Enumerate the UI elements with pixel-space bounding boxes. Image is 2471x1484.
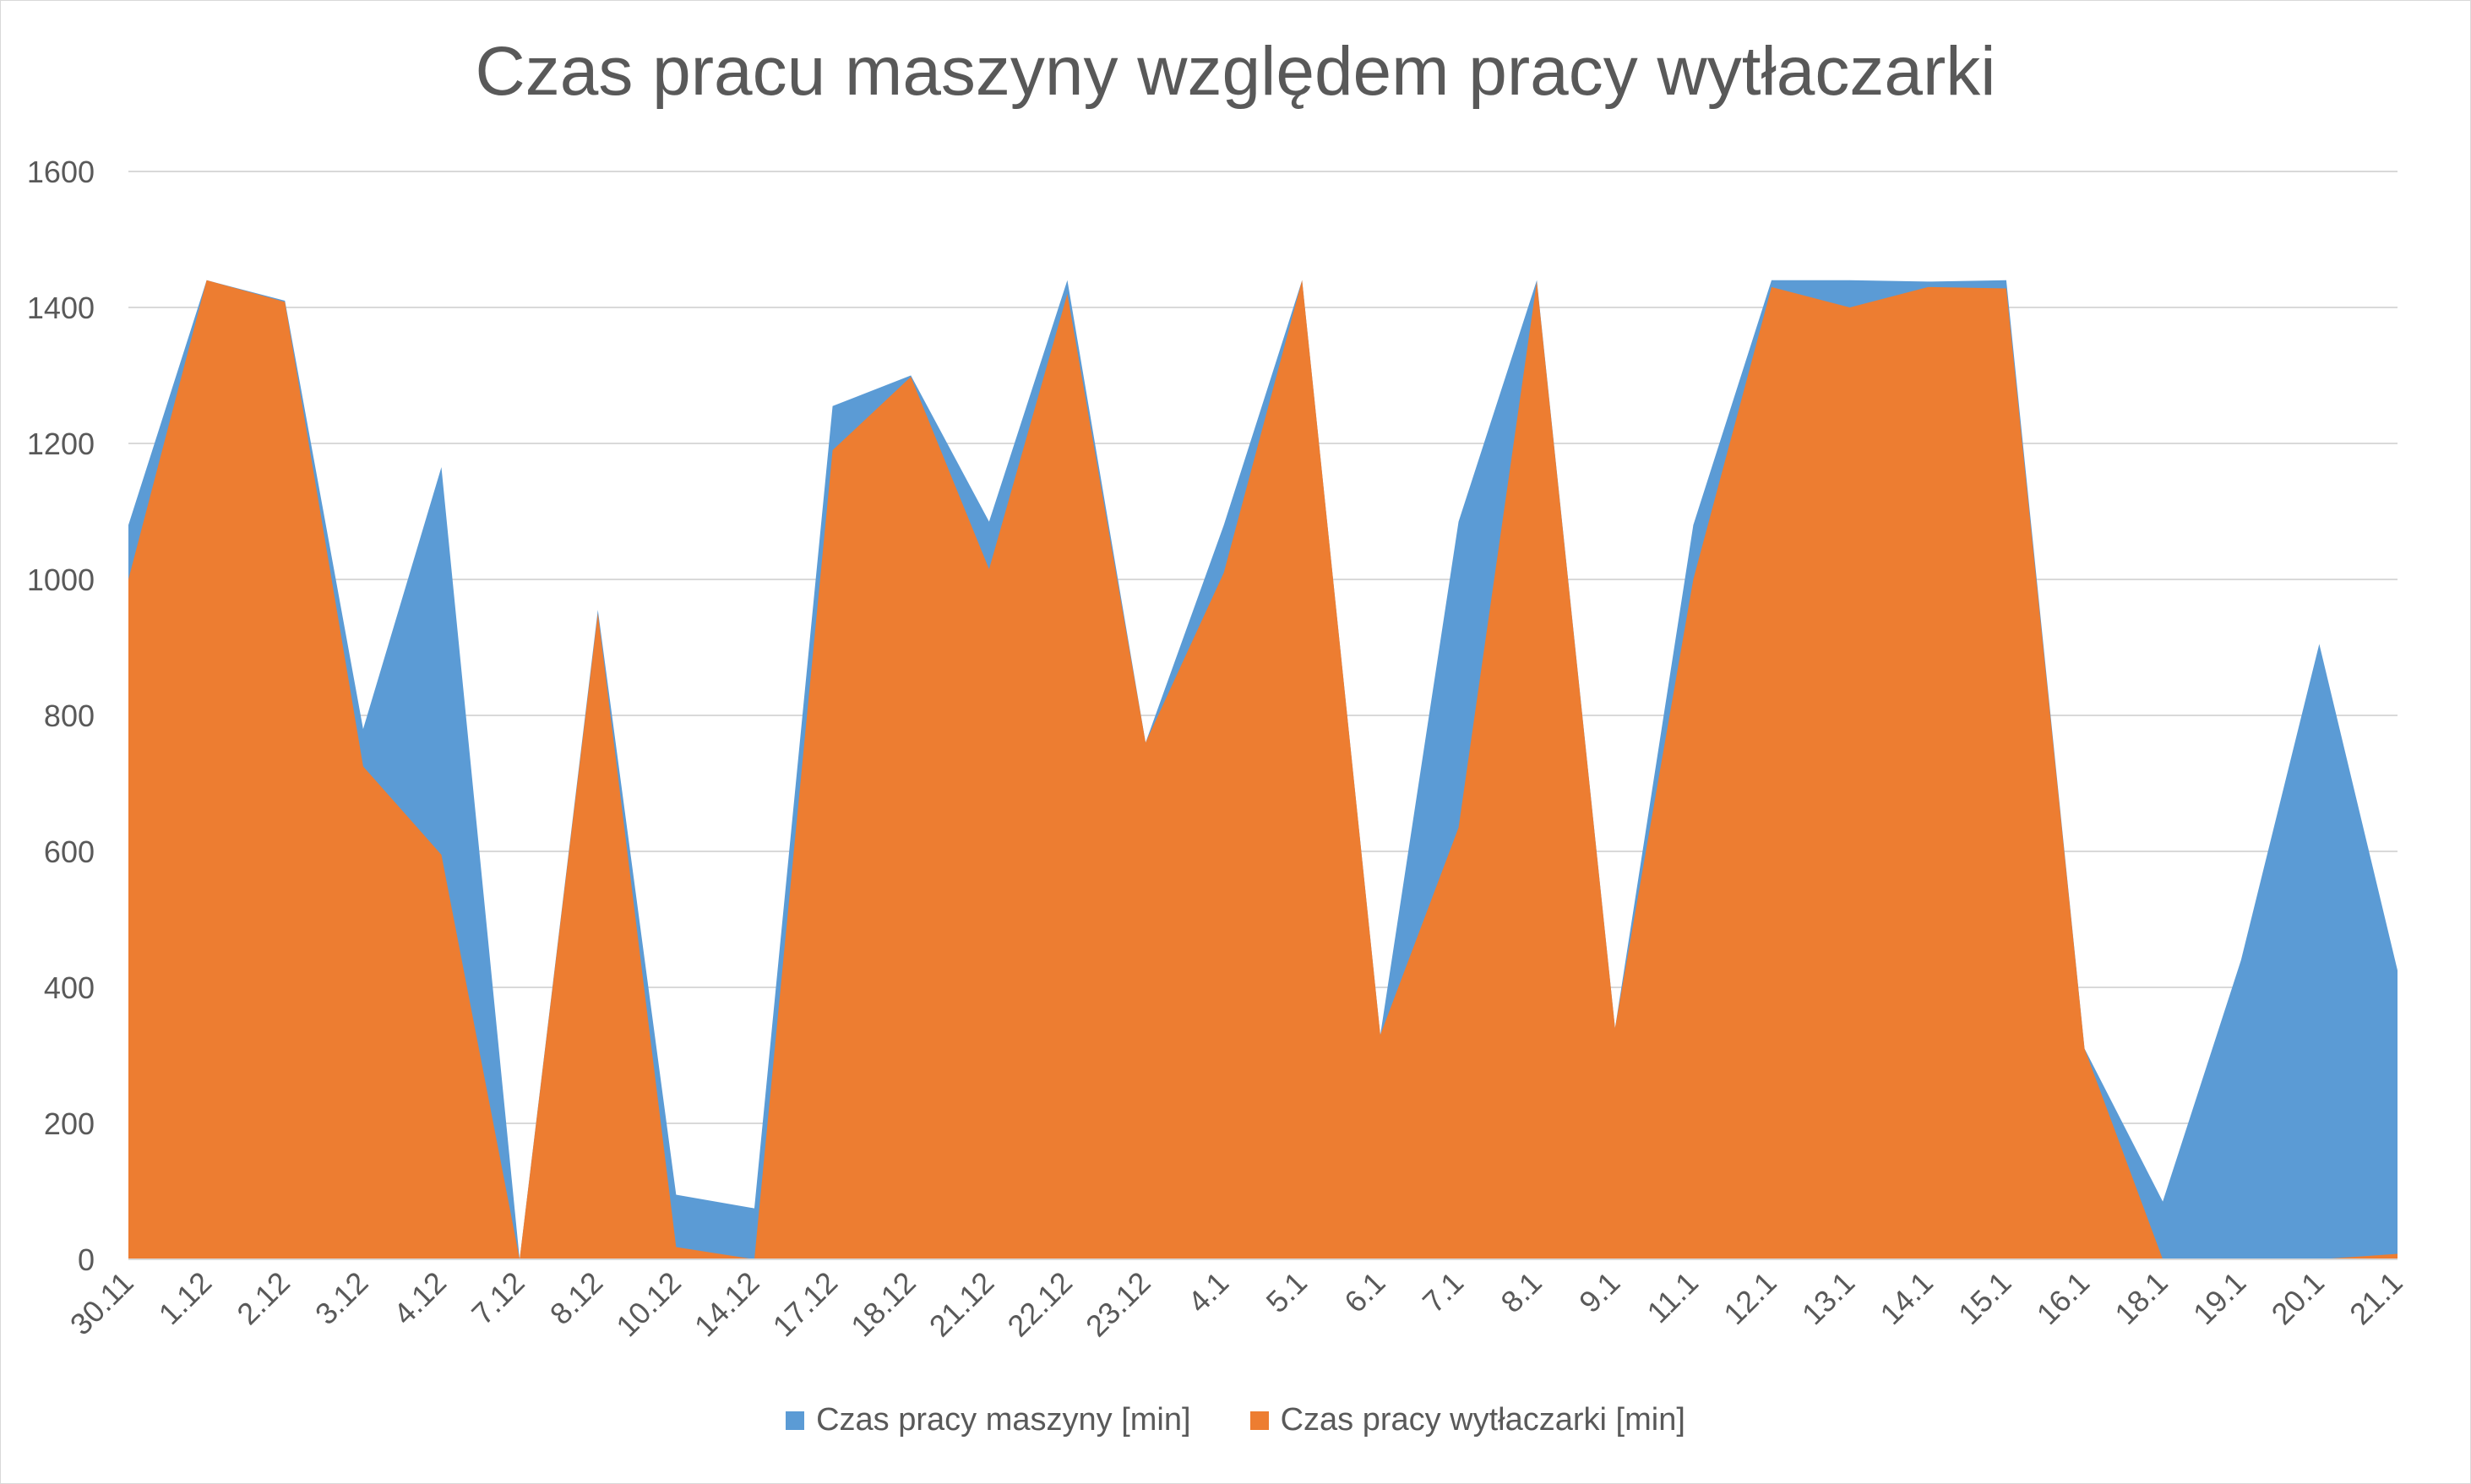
- x-tick-label: 6.1: [1337, 1265, 1391, 1319]
- x-tick-label: 17.12: [766, 1265, 845, 1344]
- x-tick-label: 5.1: [1260, 1265, 1314, 1319]
- x-tick-label: 18.12: [844, 1265, 923, 1344]
- x-tick-label: 16.1: [2030, 1265, 2097, 1332]
- y-tick-label: 1200: [27, 427, 95, 461]
- x-tick-label: 8.1: [1494, 1265, 1548, 1319]
- x-tick-label: 4.1: [1181, 1265, 1235, 1319]
- legend-label-extruder: Czas pracy wytłaczarki [min]: [1280, 1402, 1685, 1438]
- x-tick-label: 20.1: [2264, 1265, 2331, 1332]
- x-tick-label: 18.1: [2108, 1265, 2174, 1332]
- y-tick-label: 600: [44, 834, 95, 869]
- x-tick-label: 1.12: [152, 1265, 219, 1332]
- x-tick-label: 21.12: [923, 1265, 1001, 1344]
- y-tick-label: 1000: [27, 563, 95, 597]
- x-tick-label: 11.1: [1640, 1265, 1705, 1330]
- x-tick-label: 15.1: [1951, 1265, 2018, 1332]
- y-tick-label: 1400: [27, 291, 95, 325]
- chart-title: Czas pracu maszyny względem pracy wytłac…: [475, 33, 1996, 110]
- y-tick-label: 800: [44, 699, 95, 733]
- chart-legend: Czas pracy maszyny [min] Czas pracy wytł…: [0, 1402, 2471, 1438]
- x-tick-label: 8.12: [543, 1265, 610, 1332]
- x-tick-label: 7.1: [1416, 1265, 1470, 1319]
- legend-item-machine: Czas pracy maszyny [min]: [786, 1402, 1191, 1438]
- y-tick-label: 1600: [27, 155, 95, 189]
- x-tick-label: 22.12: [1000, 1265, 1079, 1344]
- x-tick-label: 3.12: [308, 1265, 375, 1332]
- x-tick-label: 4.12: [387, 1265, 454, 1332]
- y-tick-label: 0: [78, 1242, 95, 1277]
- x-tick-label: 30.11: [63, 1265, 140, 1342]
- x-tick-label: 14.1: [1873, 1265, 1940, 1332]
- x-tick-label: 2.12: [230, 1265, 297, 1332]
- y-tick-label: 200: [44, 1106, 95, 1141]
- x-tick-label: 21.1: [2343, 1265, 2409, 1332]
- x-tick-label: 12.1: [1717, 1265, 1783, 1332]
- series-area-1: [128, 280, 2398, 1259]
- x-tick-label: 23.12: [1079, 1265, 1157, 1344]
- legend-item-extruder: Czas pracy wytłaczarki [min]: [1249, 1402, 1685, 1438]
- x-tick-label: 9.1: [1572, 1265, 1626, 1319]
- x-tick-label: 14.12: [688, 1265, 766, 1344]
- y-tick-label: 400: [44, 970, 95, 1005]
- legend-swatch-extruder: [1249, 1411, 1269, 1430]
- x-tick-label: 7.12: [465, 1265, 531, 1332]
- x-tick-label: 13.1: [1795, 1265, 1862, 1332]
- legend-label-machine: Czas pracy maszyny [min]: [816, 1402, 1191, 1438]
- x-tick-label: 10.12: [609, 1265, 688, 1344]
- x-tick-label: 19.1: [2186, 1265, 2253, 1332]
- legend-swatch-machine: [786, 1411, 805, 1430]
